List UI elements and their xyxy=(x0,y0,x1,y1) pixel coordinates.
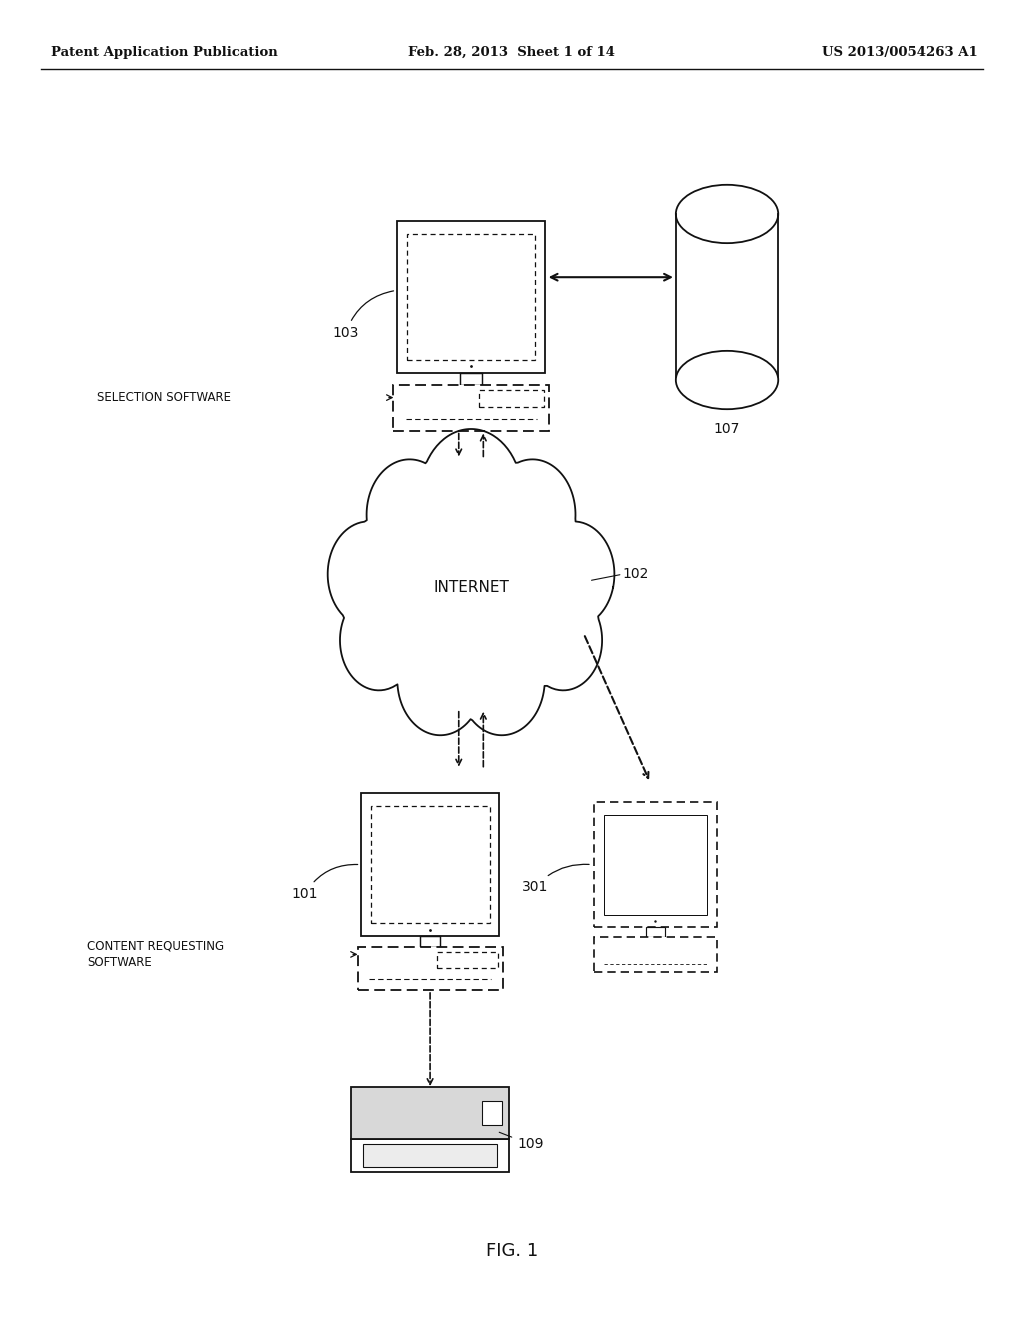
Text: 101: 101 xyxy=(292,865,357,900)
Text: Feb. 28, 2013  Sheet 1 of 14: Feb. 28, 2013 Sheet 1 of 14 xyxy=(409,46,615,59)
Bar xyxy=(482,1101,502,1125)
Text: 102: 102 xyxy=(623,568,649,581)
Bar xyxy=(371,805,489,924)
Bar xyxy=(393,385,549,430)
Bar xyxy=(420,936,440,948)
Text: 107: 107 xyxy=(714,422,740,437)
Bar xyxy=(408,235,535,359)
Bar xyxy=(437,952,499,968)
Polygon shape xyxy=(328,429,614,735)
Bar xyxy=(360,793,500,936)
Bar xyxy=(460,372,482,385)
Text: 109: 109 xyxy=(500,1133,544,1151)
Ellipse shape xyxy=(676,351,778,409)
Bar xyxy=(594,803,717,927)
Text: INTERNET: INTERNET xyxy=(433,579,509,595)
Text: 103: 103 xyxy=(333,290,393,339)
Text: SELECTION SOFTWARE: SELECTION SOFTWARE xyxy=(97,391,231,404)
Bar xyxy=(676,214,778,380)
Text: Patent Application Publication: Patent Application Publication xyxy=(51,46,278,59)
Bar xyxy=(397,220,545,372)
Bar xyxy=(350,1086,509,1139)
Bar xyxy=(364,1144,497,1167)
Text: CONTENT REQUESTING
SOFTWARE: CONTENT REQUESTING SOFTWARE xyxy=(87,940,224,969)
Bar xyxy=(357,948,503,990)
Bar xyxy=(646,927,665,937)
FancyBboxPatch shape xyxy=(350,1139,509,1172)
Text: FIG. 1: FIG. 1 xyxy=(485,1242,539,1261)
Text: US 2013/0054263 A1: US 2013/0054263 A1 xyxy=(822,46,978,59)
Ellipse shape xyxy=(676,185,778,243)
Bar xyxy=(594,937,717,973)
Text: 301: 301 xyxy=(522,865,589,894)
Bar xyxy=(604,814,707,915)
Bar xyxy=(479,389,545,407)
